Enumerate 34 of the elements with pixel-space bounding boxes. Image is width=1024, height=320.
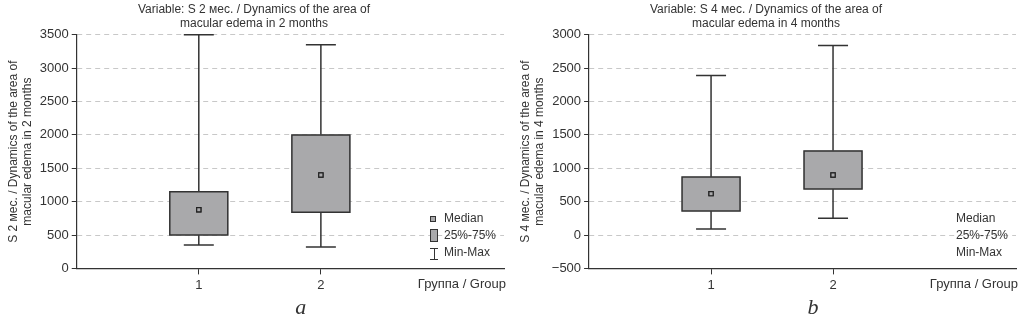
y-tick-label: 500 bbox=[559, 193, 582, 209]
y-tick-label: 3500 bbox=[39, 26, 69, 42]
chart-title: Variable: S 2 мес. / Dynamics of the area of macular edema in 2 months bbox=[137, 1, 371, 30]
y-tick-label: 2000 bbox=[39, 126, 69, 142]
x-axis-title: Группа / Group bbox=[417, 276, 506, 292]
x-tick-label: 1 bbox=[195, 276, 203, 292]
chart-title: Variable: S 4 мес. / Dynamics of the area of macular edema in 4 months bbox=[649, 1, 883, 30]
y-tick-label: 3000 bbox=[552, 26, 582, 42]
text: Min-Max bbox=[956, 244, 1003, 262]
y-tick-label: 2500 bbox=[552, 59, 582, 75]
y-tick-label: 0 bbox=[61, 259, 69, 275]
text: 25%-75% bbox=[444, 227, 497, 245]
x-tick-label: 2 bbox=[829, 276, 837, 292]
y-tick-label: 1500 bbox=[552, 126, 582, 142]
x-tick-label: 1 bbox=[707, 276, 715, 292]
text: Median bbox=[444, 210, 485, 228]
y-tick-label: 1500 bbox=[39, 159, 69, 175]
y-axis-title: S 2 мес. / Dynamics of the area of macular edema in 2 months bbox=[5, 59, 34, 243]
y-axis-title: S 4 мес. / Dynamics of the area of macular edema in 4 months bbox=[517, 59, 546, 243]
y-tick-label: 1000 bbox=[39, 193, 69, 209]
text: a bbox=[295, 294, 307, 320]
y-tick-label: 500 bbox=[47, 226, 69, 242]
x-axis-title: Группа / Group bbox=[929, 276, 1018, 292]
y-tick-label: 3000 bbox=[39, 59, 69, 75]
text: 25%-75% bbox=[956, 227, 1009, 245]
y-tick-label: 2000 bbox=[552, 93, 582, 109]
y-tick-label: 0 bbox=[573, 226, 582, 242]
text: b bbox=[807, 294, 819, 320]
y-tick-label: −500 bbox=[551, 259, 582, 275]
text: Median bbox=[956, 210, 997, 228]
y-tick-label: 1000 bbox=[552, 159, 582, 175]
y-tick-label: 2500 bbox=[39, 93, 69, 109]
x-tick-label: 2 bbox=[317, 276, 325, 292]
text: Min-Max bbox=[444, 244, 491, 262]
